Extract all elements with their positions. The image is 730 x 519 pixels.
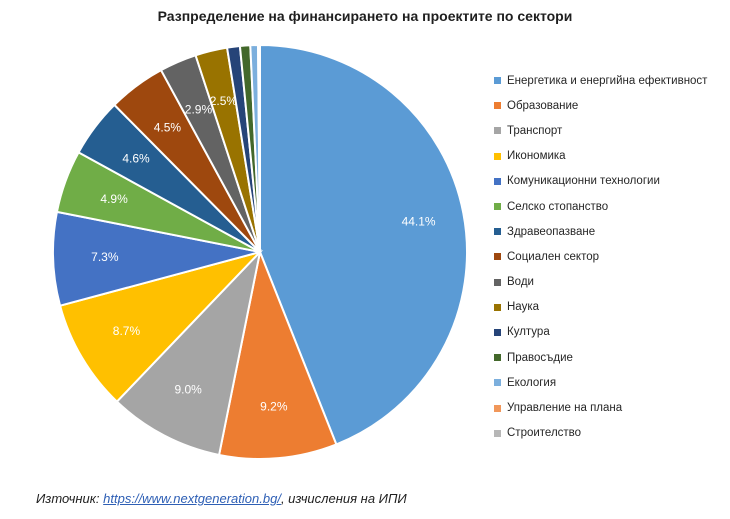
legend-swatch [494,303,501,311]
legend-label: Социален сектор [507,250,599,263]
legend-item: Наука [494,295,730,320]
legend-label: Образование [507,99,579,112]
legend-item: Образование [494,93,730,118]
pie-slice [258,43,261,253]
legend-label: Наука [507,301,540,314]
legend-item: Енергетика и енергийна ефективност [494,68,730,93]
legend-swatch [494,102,501,110]
slice-data-label: 9.0% [174,383,202,397]
pie-slice [58,250,264,404]
legend-swatch [494,177,501,185]
legend-swatch [494,77,501,85]
legend-item: Комуникационни технологии [494,169,730,194]
slice-data-label: 4.5% [154,120,182,134]
legend-swatch [494,404,501,412]
source-note: Източник: https://www.nextgeneration.bg/… [36,491,407,506]
legend-label: Икономика [507,150,566,163]
legend-item: Селско стопанство [494,194,730,219]
legend-label: Управление на плана [507,402,623,415]
legend-item: Правосъдие [494,345,730,370]
legend-swatch [494,379,501,387]
slice-data-label: 4.9% [100,192,128,206]
legend-item: Социален сектор [494,244,730,269]
legend-item: Екология [494,370,730,395]
pie-slice [115,248,262,457]
source-suffix: , изчисления на ИПИ [280,491,407,506]
legend-item: Транспорт [494,118,730,143]
legend-label: Селско стопанство [507,200,609,213]
legend-item: Здравеопазване [494,219,730,244]
pie-slice [217,248,338,460]
legend-swatch [494,278,501,286]
slice-data-label: 44.1% [402,215,436,229]
legend-label: Екология [507,376,557,389]
legend-swatch [494,127,501,135]
legend-item: Управление на плана [494,395,730,420]
chart-title: Разпределение на финансирането на проект… [157,8,573,24]
legend-item: Култура [494,320,730,345]
source-prefix: Източник: [36,491,104,506]
legend-label: Здравеопазване [507,225,596,238]
legend-label: Води [507,276,534,289]
legend-swatch [494,354,501,362]
legend-label: Строителство [507,427,582,440]
slice-data-label: 9.2% [260,400,288,414]
slice-data-label: 4.6% [122,152,150,166]
slice-data-label: 2.9% [185,102,213,116]
legend-swatch [494,328,501,336]
legend-swatch [494,228,501,236]
legend-item: Води [494,270,730,295]
slice-data-label: 7.3% [91,250,119,264]
legend-label: Енергетика и енергийна ефективност [507,74,708,87]
legend-swatch [494,152,501,160]
legend-swatch [494,429,501,437]
legend-swatch [494,253,501,261]
legend-label: Култура [507,326,550,339]
legend-item: Строителство [494,421,730,446]
source-link[interactable]: https://www.nextgeneration.bg/ [103,491,281,506]
slice-data-label: 2.5% [210,94,238,108]
legend-label: Транспорт [507,124,563,137]
chart-legend: Енергетика и енергийна ефективност Образо… [494,68,730,446]
legend-item: Икономика [494,144,730,169]
legend-label: Комуникационни технологии [507,175,660,188]
pie-slice [259,43,468,446]
legend-swatch [494,203,501,211]
slice-data-label: 8.7% [113,324,141,338]
legend-label: Правосъдие [507,351,573,364]
